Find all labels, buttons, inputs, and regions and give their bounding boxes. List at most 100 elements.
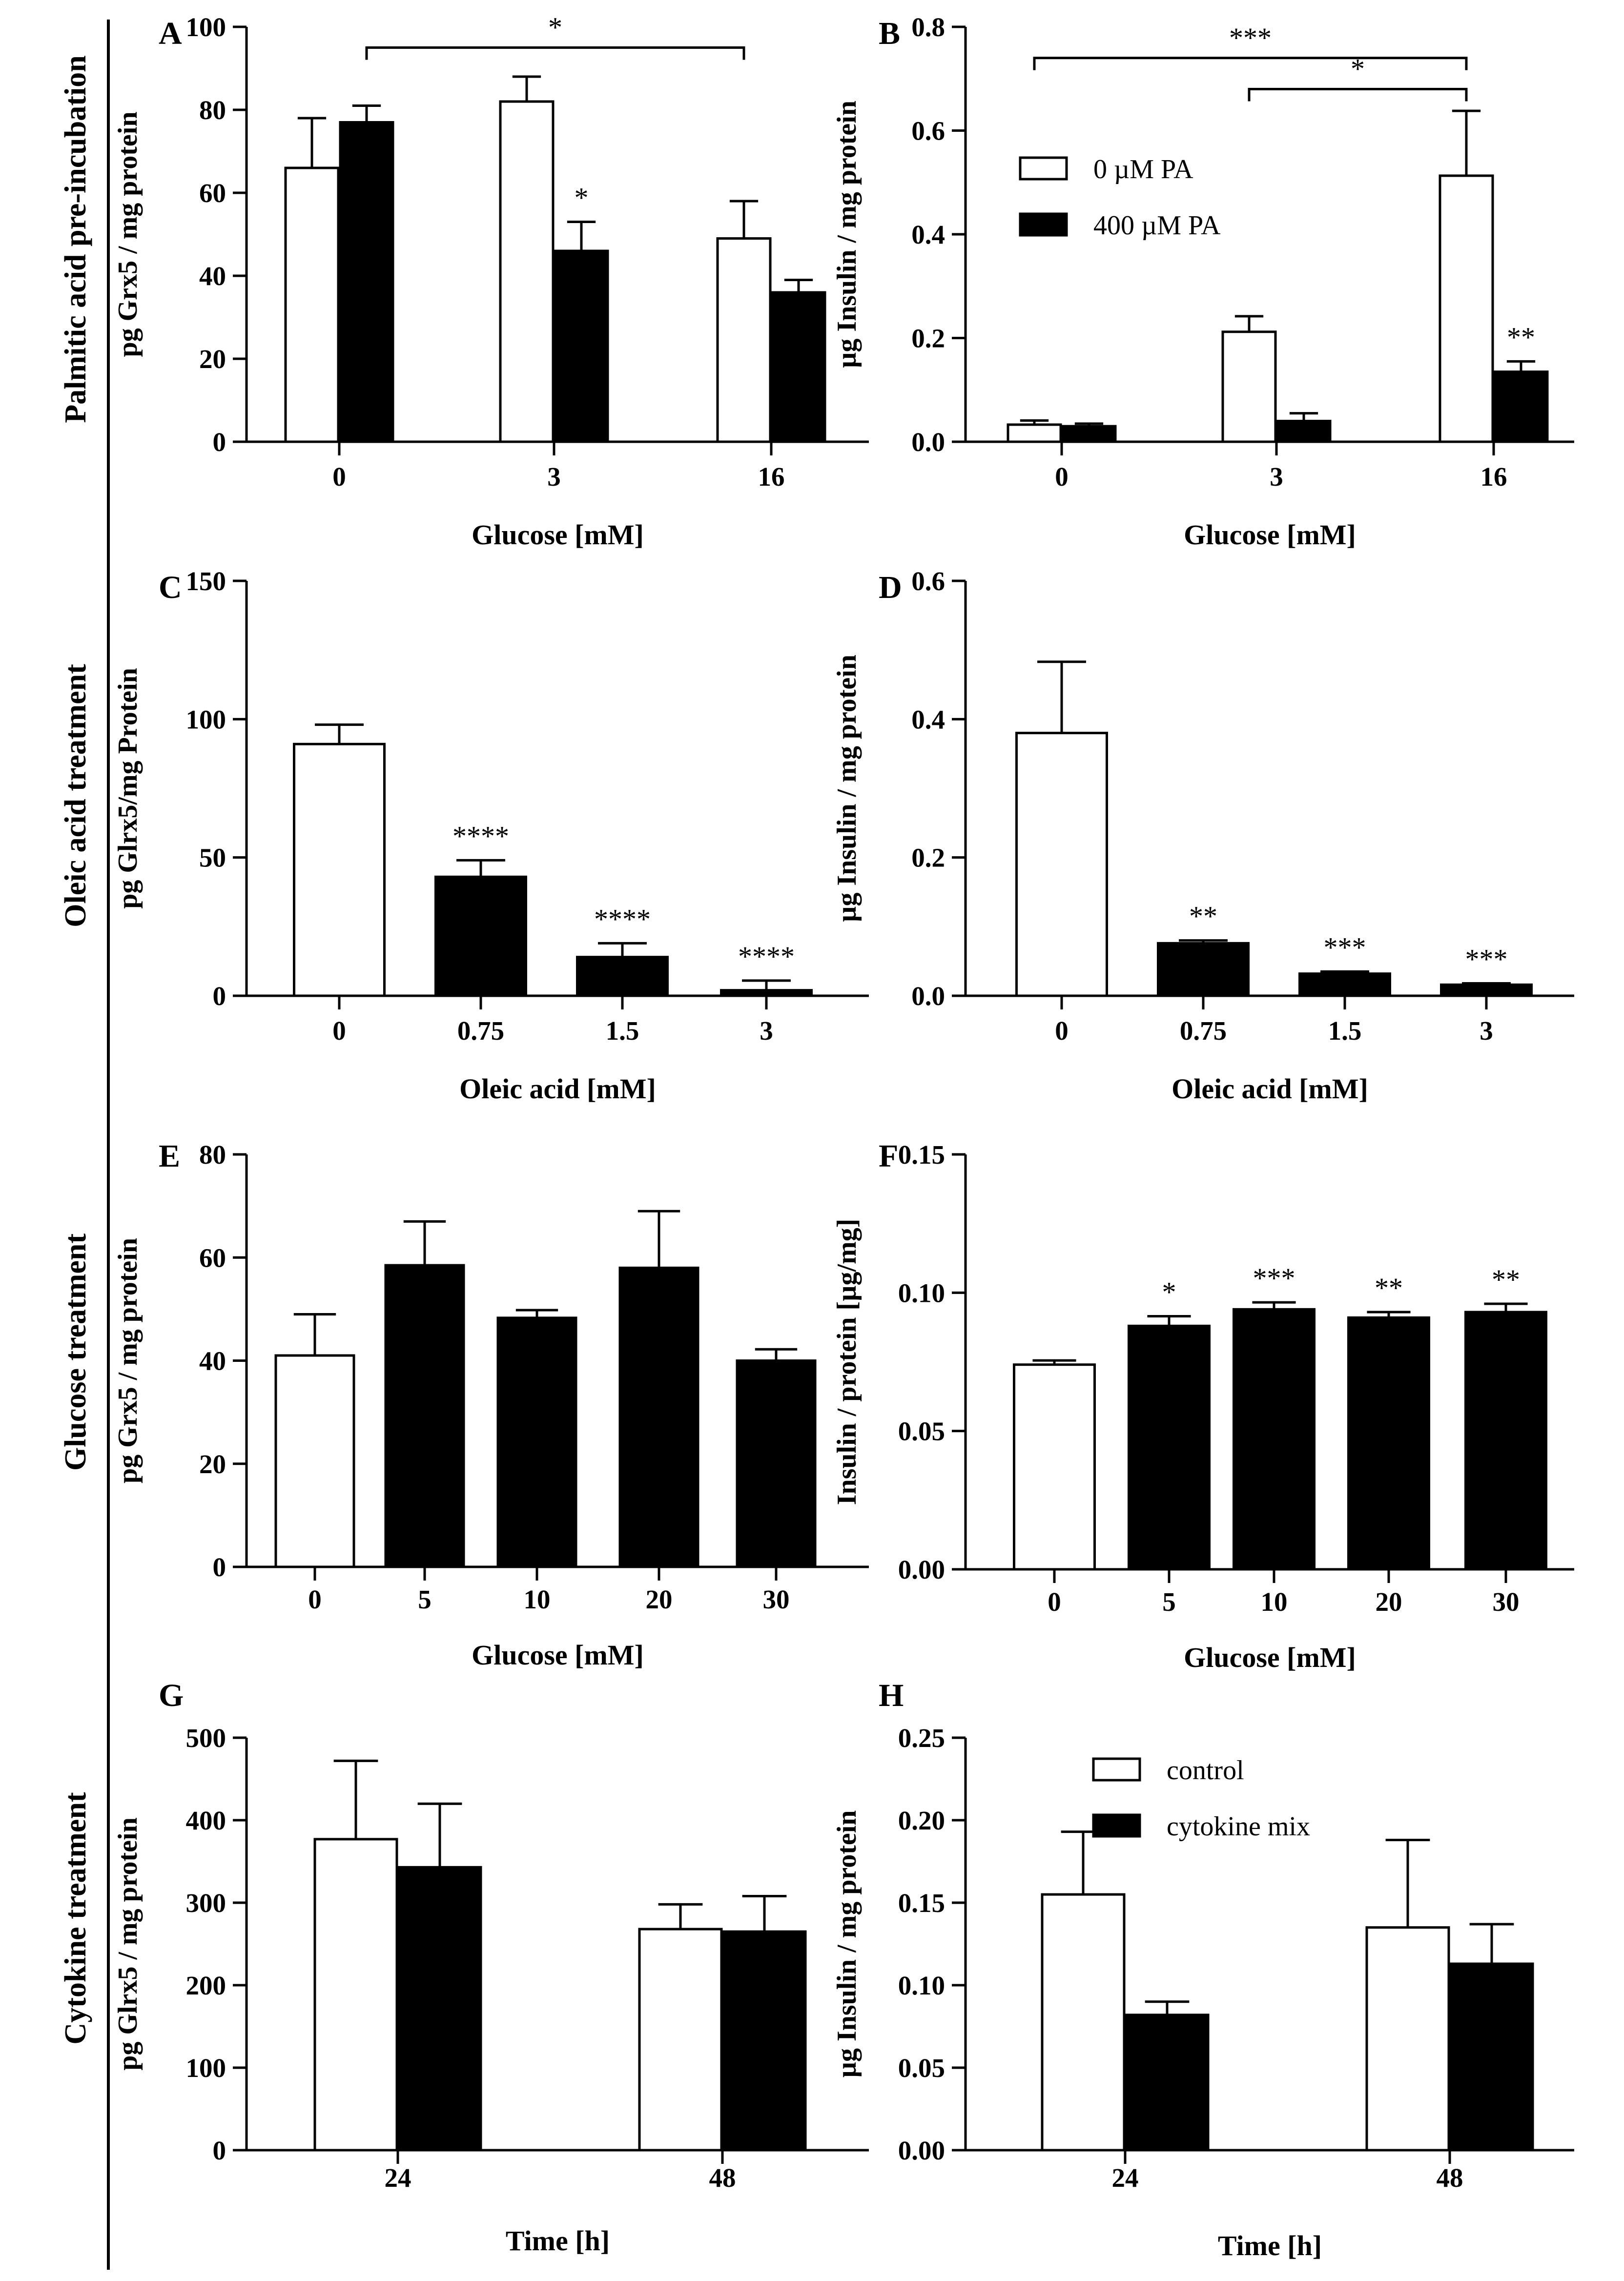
bar-black bbox=[1157, 942, 1250, 997]
y-tick-label: 0.4 bbox=[911, 220, 945, 249]
x-tick-label: 10 bbox=[524, 1584, 551, 1614]
legend-label: cytokine mix bbox=[1167, 1811, 1310, 1842]
significance-marker: **** bbox=[594, 903, 651, 935]
x-tick-label: 0 bbox=[332, 462, 346, 492]
x-tick-label: 1.5 bbox=[1328, 1016, 1362, 1046]
bar-black bbox=[1464, 1311, 1547, 1571]
y-axis-title: pg Grx5 / mg protein bbox=[113, 1238, 143, 1483]
x-tick-label: 0 bbox=[1055, 1016, 1069, 1046]
y-axis-title: pg Glrx5/mg Protein bbox=[113, 668, 143, 909]
legend-swatch bbox=[1019, 212, 1068, 237]
x-axis-title: Glucose [mM] bbox=[472, 519, 644, 551]
significance-bracket bbox=[1033, 57, 1468, 70]
y-tick-label: 0.0 bbox=[911, 981, 945, 1011]
bar-black bbox=[434, 875, 527, 997]
y-tick-label: 100 bbox=[186, 704, 226, 734]
bar-black bbox=[618, 1266, 699, 1568]
row-labels: Palmitic acid pre-incubation Oleic acid t… bbox=[59, 55, 92, 2044]
panel-h: H 0.00 0.05 0.10 0.15 0.20 0.25 µg Insulin / mg… bbox=[832, 1678, 1574, 2261]
x-tick-label: 0.75 bbox=[1180, 1016, 1227, 1046]
y-tick-label: 0.8 bbox=[911, 12, 945, 42]
panel-b: B 0.0 0.2 0.4 0.6 0.8 µg Insulin / mg protein 0… bbox=[832, 12, 1574, 551]
bar-white bbox=[274, 1354, 355, 1568]
bar-white bbox=[1013, 1363, 1096, 1571]
panel-letter: F bbox=[879, 1138, 898, 1174]
bracket-label: * bbox=[1351, 53, 1365, 85]
x-tick-label: 0 bbox=[1055, 462, 1069, 492]
bar-black bbox=[1061, 425, 1117, 443]
bar-white bbox=[284, 166, 340, 443]
x-axis-title: Glucose [mM] bbox=[1184, 1642, 1356, 1673]
y-tick-label: 0 bbox=[213, 981, 226, 1011]
legend: control cytokine mix bbox=[1092, 1755, 1310, 1842]
significance-marker: ** bbox=[1507, 321, 1535, 353]
bar-black bbox=[576, 956, 669, 997]
y-tick-label: 150 bbox=[186, 566, 226, 596]
bar-white bbox=[1221, 330, 1277, 443]
bar-black bbox=[384, 1264, 465, 1568]
x-axis-title: Time [h] bbox=[1218, 2230, 1322, 2261]
bracket-label: * bbox=[548, 12, 562, 43]
x-tick-label: 48 bbox=[709, 2163, 736, 2193]
significance-marker: **** bbox=[738, 941, 795, 972]
significance-marker: * bbox=[1162, 1276, 1176, 1308]
legend-label: 0 µM PA bbox=[1093, 154, 1193, 185]
row-label: Cytokine treatment bbox=[59, 1792, 92, 2044]
bar-white bbox=[1439, 174, 1494, 443]
significance-bracket bbox=[365, 46, 745, 60]
y-tick-label: 0.10 bbox=[898, 1278, 945, 1308]
y-tick-label: 0 bbox=[213, 1552, 226, 1582]
y-axis-title: µg Insulin / mg protein bbox=[832, 1810, 862, 2078]
legend-label: 400 µM PA bbox=[1093, 210, 1221, 241]
y-axis-title: Insulin / protein [µg/mg] bbox=[832, 1219, 862, 1505]
y-axis-title: pg Glrx5 / mg protein bbox=[113, 1817, 143, 2071]
bar-black bbox=[496, 1316, 577, 1568]
panel-letter: H bbox=[879, 1678, 904, 1713]
bar-white bbox=[1007, 423, 1062, 443]
bar-black bbox=[554, 249, 609, 443]
y-tick-label: 0.6 bbox=[911, 566, 945, 596]
y-tick-label: 0 bbox=[213, 2136, 226, 2165]
legend-swatch bbox=[1092, 1813, 1141, 1838]
y-tick-label: 0 bbox=[213, 427, 226, 457]
panel-letter: C bbox=[159, 570, 182, 605]
y-tick-label: 0.15 bbox=[898, 1140, 945, 1170]
bar-black bbox=[1493, 370, 1549, 443]
y-tick-label: 300 bbox=[186, 1888, 226, 1918]
x-tick-label: 3 bbox=[547, 462, 561, 492]
x-tick-label: 0 bbox=[1048, 1587, 1061, 1617]
x-axis-title: Glucose [mM] bbox=[1184, 519, 1356, 551]
bar-black bbox=[1298, 972, 1391, 997]
bar-black bbox=[1233, 1308, 1316, 1571]
legend: 0 µM PA 400 µM PA bbox=[1019, 154, 1221, 241]
y-tick-label: 60 bbox=[199, 178, 226, 208]
y-tick-label: 500 bbox=[186, 1723, 226, 1753]
bar-black bbox=[397, 1866, 482, 2152]
bar-white bbox=[293, 742, 386, 997]
significance-marker: ** bbox=[1492, 1264, 1520, 1295]
x-axis-title: Oleic acid [mM] bbox=[1172, 1073, 1368, 1105]
significance-marker: *** bbox=[1253, 1262, 1295, 1294]
y-tick-label: 100 bbox=[186, 2053, 226, 2083]
significance-marker: * bbox=[575, 182, 589, 214]
x-tick-label: 5 bbox=[1162, 1587, 1176, 1617]
significance-marker: *** bbox=[1324, 931, 1366, 963]
y-tick-label: 40 bbox=[199, 1346, 226, 1376]
bar-black bbox=[1347, 1316, 1430, 1571]
legend-swatch bbox=[1019, 156, 1068, 181]
bar-black bbox=[1128, 1324, 1211, 1571]
x-tick-label: 24 bbox=[1112, 2163, 1139, 2193]
panel-g: G 0 100 200 300 400 500 pg Glrx5 / mg protein 24… bbox=[113, 1678, 869, 2257]
bar-white bbox=[1015, 732, 1108, 997]
significance-marker: *** bbox=[1465, 944, 1508, 975]
x-tick-label: 30 bbox=[1493, 1587, 1520, 1617]
y-tick-label: 0.0 bbox=[911, 427, 945, 457]
y-tick-label: 200 bbox=[186, 1971, 226, 2000]
legend-swatch bbox=[1092, 1757, 1141, 1782]
y-tick-label: 0.05 bbox=[898, 2053, 945, 2083]
x-tick-label: 10 bbox=[1261, 1587, 1288, 1617]
x-tick-label: 0 bbox=[332, 1016, 346, 1046]
bar-black bbox=[722, 1930, 807, 2152]
y-tick-label: 0.4 bbox=[911, 704, 945, 734]
y-tick-label: 50 bbox=[199, 843, 226, 873]
